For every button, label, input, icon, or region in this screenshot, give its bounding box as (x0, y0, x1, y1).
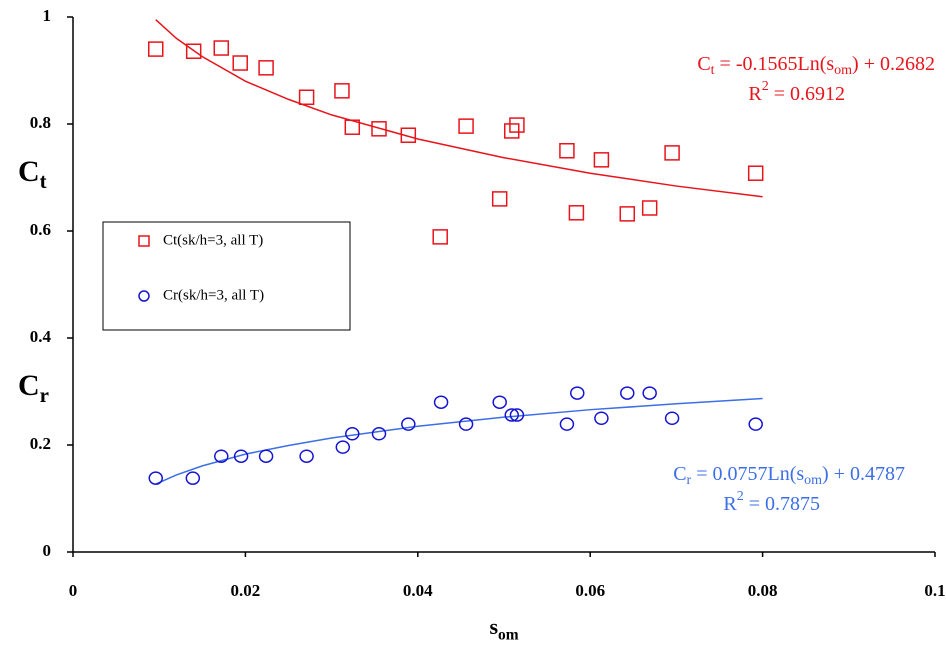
script-text: om (498, 626, 519, 643)
point (345, 427, 360, 441)
point (344, 119, 361, 135)
legend-marker (138, 235, 150, 247)
point (492, 395, 507, 409)
point (509, 408, 525, 422)
text-part: = -0.1565Ln(s (715, 53, 835, 75)
point (432, 229, 448, 245)
point (642, 386, 657, 400)
point (185, 471, 201, 485)
point (334, 83, 350, 99)
point (433, 395, 449, 409)
legend-label: Ct(sk/h=3, all T) (163, 232, 263, 248)
legend-marker (138, 290, 150, 302)
point (299, 449, 314, 463)
point (509, 117, 525, 133)
text-part: = 0.6912 (769, 83, 845, 105)
text-part: ) + 0.2682 (852, 53, 935, 75)
point (458, 118, 474, 134)
point (458, 417, 474, 431)
script-text: r (40, 383, 49, 407)
script-text: t (711, 63, 715, 78)
trendline (155, 397, 763, 485)
x-tick-label: 0.02 (231, 581, 261, 600)
point (214, 449, 229, 463)
x-tick-label: 0.08 (748, 581, 778, 600)
script-text: r (687, 473, 692, 488)
x-axis-title: som (489, 614, 518, 643)
point (213, 40, 230, 56)
y-tick-label: 0 (43, 541, 52, 560)
text-part: = 0.7875 (744, 493, 820, 515)
point (233, 449, 249, 463)
y-tick-label: 0.8 (30, 113, 51, 132)
point (258, 449, 274, 463)
y-tick-label: 1 (43, 6, 52, 25)
x-tick-label: 0 (69, 581, 78, 600)
point (185, 43, 202, 59)
script-text: om (804, 473, 822, 488)
script-text: 2 (737, 489, 744, 504)
y-tick-label: 0.2 (30, 434, 51, 453)
y-annotation: Cr (18, 369, 49, 407)
text-part: s (489, 614, 498, 639)
text-part: R (723, 493, 737, 515)
point (747, 165, 764, 181)
text-part: = 0.0757Ln(s (691, 463, 804, 485)
point (298, 89, 315, 105)
point (594, 411, 609, 425)
point (232, 55, 248, 71)
legend-box (102, 221, 351, 331)
text-part: C (18, 155, 40, 188)
trend-equation: Ct = -0.1565Ln(som) + 0.2682 (697, 53, 935, 79)
point (593, 152, 610, 168)
trendline (155, 19, 763, 198)
point (641, 200, 658, 216)
trend-r-squared: R2 = 0.7875 (723, 489, 820, 514)
point (664, 145, 680, 161)
point (258, 60, 274, 76)
text-part: C (697, 53, 710, 75)
y-annotation: Ct (18, 155, 47, 193)
trend-r-squared: R2 = 0.6912 (748, 79, 845, 104)
point (148, 41, 164, 57)
point (491, 191, 508, 207)
point (371, 121, 387, 137)
point (620, 386, 635, 400)
point (148, 471, 164, 485)
legend-label: Cr(sk/h=3, all T) (163, 287, 264, 303)
y-tick-label: 0.6 (30, 220, 51, 239)
point (504, 408, 520, 422)
point (570, 386, 585, 400)
x-tick-label: 0.1 (924, 581, 945, 600)
text-part: C (673, 463, 686, 485)
script-text: om (834, 63, 852, 78)
point (335, 440, 351, 454)
point (401, 417, 416, 431)
x-tick-label: 0.04 (403, 581, 433, 600)
point (371, 427, 387, 441)
point (400, 127, 417, 143)
point (748, 417, 763, 431)
x-tick-label: 0.06 (575, 581, 605, 600)
point (559, 143, 575, 159)
script-text: t (40, 169, 47, 193)
point (568, 205, 585, 221)
point (504, 123, 520, 139)
text-part: C (18, 369, 40, 402)
y-tick-label: 0.4 (30, 327, 52, 346)
point (664, 411, 680, 425)
text-part: R (748, 83, 762, 105)
text-part: ) + 0.4787 (822, 463, 905, 485)
trend-equation: Cr = 0.0757Ln(som) + 0.4787 (673, 463, 905, 489)
point (619, 206, 636, 222)
point (559, 417, 575, 431)
script-text: 2 (762, 79, 769, 94)
